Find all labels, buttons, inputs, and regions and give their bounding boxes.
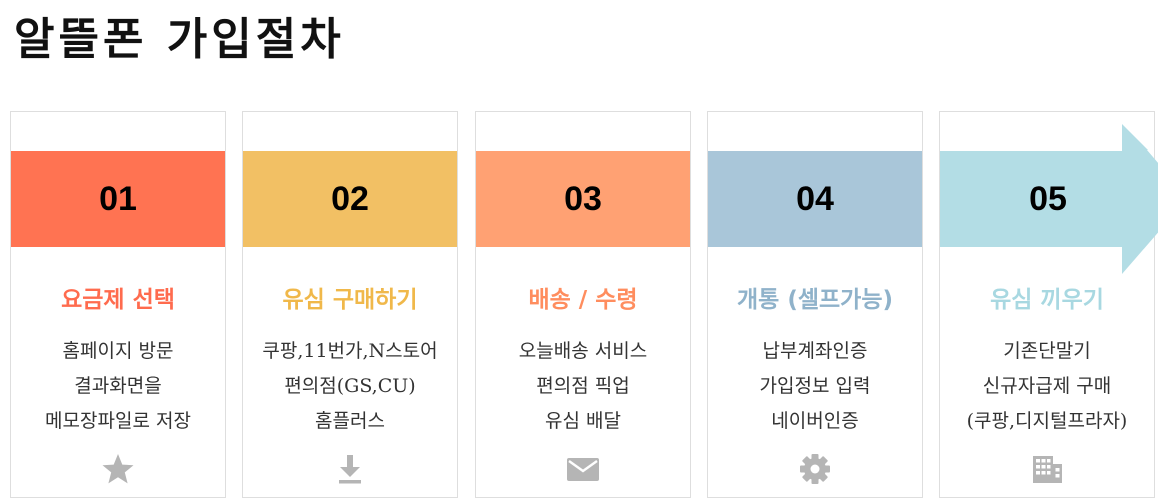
step-band-1: 01 <box>11 151 225 247</box>
step-line: 메모장파일로 저장 <box>45 410 191 432</box>
step-title: 유심 구매하기 <box>282 287 418 313</box>
step-title: 배송 / 수령 <box>528 287 638 313</box>
step-number: 05 <box>1029 179 1067 218</box>
step-line: 쿠팡,11번가,N스토어 <box>262 340 438 362</box>
step-card-1: 01 요금제 선택 홈페이지 방문 결과화면을 메모장파일로 저장 <box>10 111 226 498</box>
step-number: 01 <box>99 179 137 218</box>
step-line: 편의점(GS,CU) <box>284 375 416 397</box>
step-card-4: 04 개통 (셀프가능) 납부계좌인증 가입정보 입력 네이버인증 <box>707 111 923 498</box>
gear-icon <box>800 454 830 484</box>
star-icon <box>102 454 134 484</box>
step-band-2: 02 <box>243 151 457 247</box>
step-band-4: 04 <box>708 151 922 247</box>
step-band-5: 05 <box>940 124 1158 274</box>
mail-icon <box>567 458 599 481</box>
step-description: 기존단말기 신규자급제 구매 (쿠팡,디지털프라자) <box>940 334 1154 439</box>
download-icon <box>339 455 361 484</box>
step-number: 02 <box>331 179 369 218</box>
step-line: 네이버인증 <box>771 410 859 432</box>
step-line: 가입정보 입력 <box>759 375 871 397</box>
step-card-2: 02 유심 구매하기 쿠팡,11번가,N스토어 편의점(GS,CU) 홈플러스 <box>242 111 458 498</box>
step-number: 03 <box>564 179 602 218</box>
step-title: 개통 (셀프가능) <box>737 287 893 313</box>
step-line: 편의점 픽업 <box>536 375 630 397</box>
step-line: 신규자급제 구매 <box>982 375 1112 397</box>
step-title: 유심 끼우기 <box>990 287 1104 313</box>
step-line: 홈페이지 방문 <box>62 340 174 362</box>
building-icon <box>1033 456 1062 483</box>
step-line: 홈플러스 <box>315 410 385 432</box>
arrow-shape <box>940 124 1158 274</box>
step-card-5: 05 유심 끼우기 기존단말기 신규자급제 구매 (쿠팡,디지털프라자) <box>939 111 1158 498</box>
step-line: 유심 배달 <box>545 410 621 432</box>
step-description: 홈페이지 방문 결과화면을 메모장파일로 저장 <box>11 334 225 439</box>
step-line: 결과화면을 <box>74 375 162 397</box>
step-line: 기존단말기 <box>1003 340 1091 362</box>
step-description: 납부계좌인증 가입정보 입력 네이버인증 <box>708 334 922 439</box>
step-description: 쿠팡,11번가,N스토어 편의점(GS,CU) 홈플러스 <box>243 334 457 439</box>
step-line: (쿠팡,디지털프라자) <box>966 410 1128 432</box>
step-number: 04 <box>796 179 834 218</box>
step-description: 오늘배송 서비스 편의점 픽업 유심 배달 <box>476 334 690 439</box>
step-line: 납부계좌인증 <box>762 340 868 362</box>
page-title: 알뜰폰 가입절차 <box>14 14 345 65</box>
step-title: 요금제 선택 <box>61 287 175 313</box>
step-band-3: 03 <box>476 151 690 247</box>
step-card-3: 03 배송 / 수령 오늘배송 서비스 편의점 픽업 유심 배달 <box>475 111 691 498</box>
step-line: 오늘배송 서비스 <box>518 340 648 362</box>
